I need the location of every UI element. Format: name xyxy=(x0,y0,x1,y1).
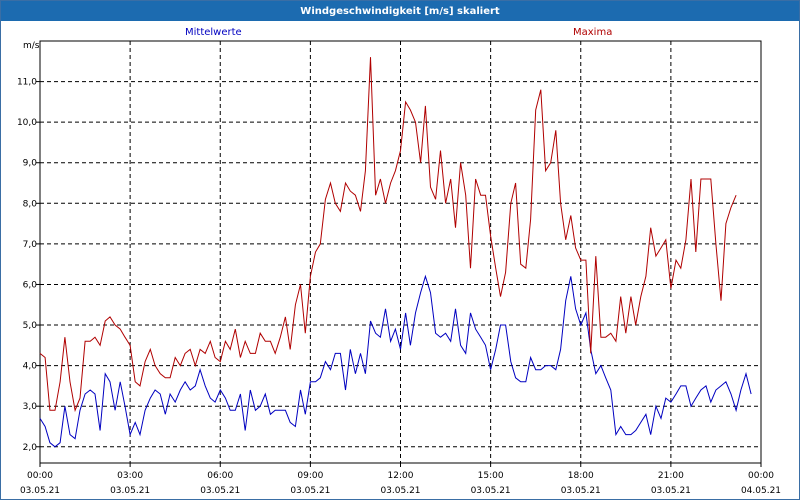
y-axis-unit: m/s xyxy=(23,41,40,51)
x-tick-date: 03.05.21 xyxy=(110,486,150,496)
y-tick-label: 5,0 xyxy=(23,321,38,331)
x-tick-time: 09:00 xyxy=(297,471,323,481)
y-tick-label: 11,0 xyxy=(17,78,37,88)
x-tick-time: 06:00 xyxy=(207,471,233,481)
y-tick-label: 8,0 xyxy=(23,199,38,209)
x-tick-time: 21:00 xyxy=(658,471,684,481)
x-tick-time: 12:00 xyxy=(388,471,414,481)
x-tick-time: 00:00 xyxy=(27,471,53,481)
x-tick-date: 03.05.21 xyxy=(290,486,330,496)
x-tick-time: 15:00 xyxy=(478,471,504,481)
y-tick-label: 6,0 xyxy=(23,280,38,290)
x-tick-date: 03.05.21 xyxy=(561,486,601,496)
y-tick-label: 10,0 xyxy=(17,118,37,128)
y-tick-label: 7,0 xyxy=(23,240,38,250)
x-tick-date: 03.05.21 xyxy=(380,486,420,496)
x-tick-date: 03.05.21 xyxy=(471,486,511,496)
plot-frame xyxy=(39,40,762,464)
y-tick-label: 3,0 xyxy=(23,402,38,412)
x-tick-time: 00:00 xyxy=(748,471,774,481)
x-tick-date: 03.05.21 xyxy=(200,486,240,496)
y-tick-label: 4,0 xyxy=(23,362,38,372)
legend-mittelwerte: Mittelwerte xyxy=(185,27,242,38)
x-tick-date: 03.05.21 xyxy=(20,486,60,496)
legend-maxima: Maxima xyxy=(573,27,613,38)
x-tick-date: 03.05.21 xyxy=(651,486,691,496)
series-line-mittelwerte xyxy=(39,274,752,448)
y-tick-label: 9,0 xyxy=(23,159,38,169)
x-tick-time: 18:00 xyxy=(568,471,594,481)
chart-title: Windgeschwindigkeit [m/s] skaliert xyxy=(1,1,799,21)
x-tick-time: 03:00 xyxy=(117,471,143,481)
series-line-maxima xyxy=(39,57,737,413)
x-tick-date: 04.05.21 xyxy=(741,486,781,496)
y-tick-label: 2,0 xyxy=(23,443,38,453)
